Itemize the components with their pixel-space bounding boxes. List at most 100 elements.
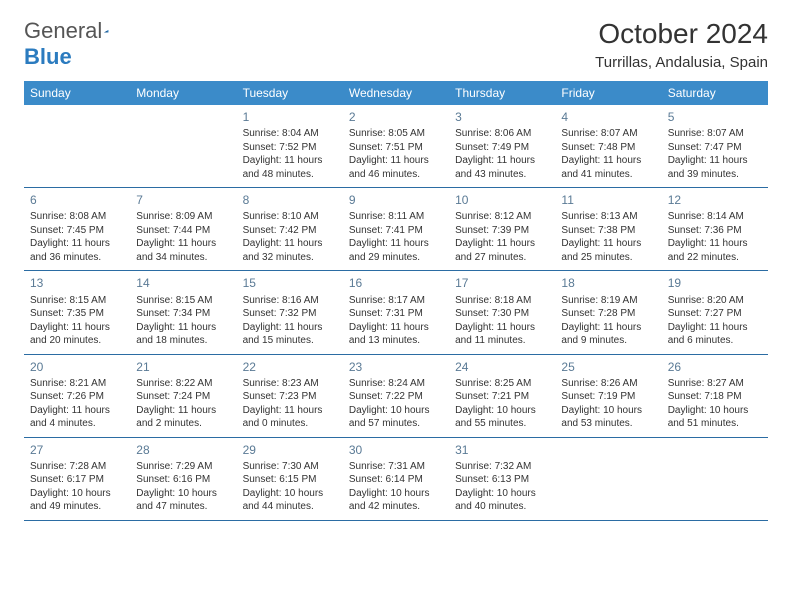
daylight-text: Daylight: 11 hours <box>455 154 549 168</box>
day-number: 20 <box>30 359 124 375</box>
calendar-cell: 21Sunrise: 8:22 AMSunset: 7:24 PMDayligh… <box>130 354 236 437</box>
calendar-cell: 16Sunrise: 8:17 AMSunset: 7:31 PMDayligh… <box>343 271 449 354</box>
daylight-text: Daylight: 10 hours <box>561 404 655 418</box>
sunset-text: Sunset: 7:26 PM <box>30 390 124 404</box>
day-header: Monday <box>130 81 236 105</box>
daylight-text: Daylight: 11 hours <box>30 321 124 335</box>
day-number: 9 <box>349 192 443 208</box>
day-number: 19 <box>668 275 762 291</box>
daylight-text: and 18 minutes. <box>136 334 230 348</box>
daylight-text: Daylight: 11 hours <box>243 404 337 418</box>
daylight-text: and 2 minutes. <box>136 417 230 431</box>
sunrise-text: Sunrise: 8:13 AM <box>561 210 655 224</box>
sunrise-text: Sunrise: 8:11 AM <box>349 210 443 224</box>
triangle-icon <box>104 23 108 39</box>
sunset-text: Sunset: 7:21 PM <box>455 390 549 404</box>
sunrise-text: Sunrise: 8:15 AM <box>136 294 230 308</box>
daylight-text: Daylight: 11 hours <box>243 154 337 168</box>
daylight-text: and 25 minutes. <box>561 251 655 265</box>
calendar-cell: 15Sunrise: 8:16 AMSunset: 7:32 PMDayligh… <box>237 271 343 354</box>
sunrise-text: Sunrise: 8:24 AM <box>349 377 443 391</box>
sunset-text: Sunset: 7:27 PM <box>668 307 762 321</box>
daylight-text: and 57 minutes. <box>349 417 443 431</box>
calendar-cell: 31Sunrise: 7:32 AMSunset: 6:13 PMDayligh… <box>449 437 555 520</box>
calendar-cell: 17Sunrise: 8:18 AMSunset: 7:30 PMDayligh… <box>449 271 555 354</box>
day-number: 8 <box>243 192 337 208</box>
daylight-text: and 0 minutes. <box>243 417 337 431</box>
daylight-text: and 27 minutes. <box>455 251 549 265</box>
sunrise-text: Sunrise: 8:18 AM <box>455 294 549 308</box>
sunrise-text: Sunrise: 8:26 AM <box>561 377 655 391</box>
sunset-text: Sunset: 7:22 PM <box>349 390 443 404</box>
day-number: 28 <box>136 442 230 458</box>
daylight-text: Daylight: 11 hours <box>30 237 124 251</box>
day-number: 15 <box>243 275 337 291</box>
daylight-text: and 55 minutes. <box>455 417 549 431</box>
sunset-text: Sunset: 7:51 PM <box>349 141 443 155</box>
day-header-row: Sunday Monday Tuesday Wednesday Thursday… <box>24 81 768 105</box>
calendar-cell: 27Sunrise: 7:28 AMSunset: 6:17 PMDayligh… <box>24 437 130 520</box>
daylight-text: Daylight: 10 hours <box>30 487 124 501</box>
header: General October 2024 Turrillas, Andalusi… <box>24 18 768 71</box>
day-header: Wednesday <box>343 81 449 105</box>
calendar-cell: 20Sunrise: 8:21 AMSunset: 7:26 PMDayligh… <box>24 354 130 437</box>
sunrise-text: Sunrise: 8:07 AM <box>668 127 762 141</box>
day-number: 27 <box>30 442 124 458</box>
calendar-cell: 14Sunrise: 8:15 AMSunset: 7:34 PMDayligh… <box>130 271 236 354</box>
sunrise-text: Sunrise: 8:25 AM <box>455 377 549 391</box>
calendar-cell: 18Sunrise: 8:19 AMSunset: 7:28 PMDayligh… <box>555 271 661 354</box>
daylight-text: Daylight: 10 hours <box>243 487 337 501</box>
day-number: 11 <box>561 192 655 208</box>
daylight-text: Daylight: 11 hours <box>243 237 337 251</box>
sunset-text: Sunset: 7:32 PM <box>243 307 337 321</box>
day-number: 29 <box>243 442 337 458</box>
calendar-cell: 29Sunrise: 7:30 AMSunset: 6:15 PMDayligh… <box>237 437 343 520</box>
daylight-text: Daylight: 11 hours <box>561 154 655 168</box>
day-number: 17 <box>455 275 549 291</box>
day-header: Tuesday <box>237 81 343 105</box>
daylight-text: and 43 minutes. <box>455 168 549 182</box>
sunrise-text: Sunrise: 7:32 AM <box>455 460 549 474</box>
sunset-text: Sunset: 6:16 PM <box>136 473 230 487</box>
calendar-cell: 9Sunrise: 8:11 AMSunset: 7:41 PMDaylight… <box>343 188 449 271</box>
daylight-text: Daylight: 11 hours <box>349 154 443 168</box>
sunset-text: Sunset: 6:17 PM <box>30 473 124 487</box>
sunset-text: Sunset: 7:41 PM <box>349 224 443 238</box>
logo: General <box>24 18 130 44</box>
day-number: 31 <box>455 442 549 458</box>
calendar-cell <box>130 105 236 188</box>
calendar-cell <box>24 105 130 188</box>
calendar-cell: 11Sunrise: 8:13 AMSunset: 7:38 PMDayligh… <box>555 188 661 271</box>
sunrise-text: Sunrise: 8:15 AM <box>30 294 124 308</box>
sunrise-text: Sunrise: 8:10 AM <box>243 210 337 224</box>
sunrise-text: Sunrise: 7:31 AM <box>349 460 443 474</box>
day-number: 18 <box>561 275 655 291</box>
sunset-text: Sunset: 7:45 PM <box>30 224 124 238</box>
sunrise-text: Sunrise: 8:07 AM <box>561 127 655 141</box>
daylight-text: and 44 minutes. <box>243 500 337 514</box>
day-number: 30 <box>349 442 443 458</box>
sunset-text: Sunset: 7:24 PM <box>136 390 230 404</box>
day-number: 3 <box>455 109 549 125</box>
sunset-text: Sunset: 7:44 PM <box>136 224 230 238</box>
sunrise-text: Sunrise: 8:06 AM <box>455 127 549 141</box>
daylight-text: Daylight: 10 hours <box>668 404 762 418</box>
day-number: 4 <box>561 109 655 125</box>
calendar-cell: 22Sunrise: 8:23 AMSunset: 7:23 PMDayligh… <box>237 354 343 437</box>
daylight-text: and 47 minutes. <box>136 500 230 514</box>
sunrise-text: Sunrise: 8:23 AM <box>243 377 337 391</box>
sunset-text: Sunset: 7:23 PM <box>243 390 337 404</box>
sunset-text: Sunset: 7:47 PM <box>668 141 762 155</box>
daylight-text: Daylight: 11 hours <box>136 404 230 418</box>
daylight-text: and 9 minutes. <box>561 334 655 348</box>
day-number: 21 <box>136 359 230 375</box>
sunrise-text: Sunrise: 8:09 AM <box>136 210 230 224</box>
daylight-text: Daylight: 10 hours <box>455 487 549 501</box>
sunrise-text: Sunrise: 8:17 AM <box>349 294 443 308</box>
daylight-text: and 39 minutes. <box>668 168 762 182</box>
calendar-week-row: 20Sunrise: 8:21 AMSunset: 7:26 PMDayligh… <box>24 354 768 437</box>
day-number: 10 <box>455 192 549 208</box>
calendar-week-row: 13Sunrise: 8:15 AMSunset: 7:35 PMDayligh… <box>24 271 768 354</box>
sunrise-text: Sunrise: 8:05 AM <box>349 127 443 141</box>
day-number: 6 <box>30 192 124 208</box>
